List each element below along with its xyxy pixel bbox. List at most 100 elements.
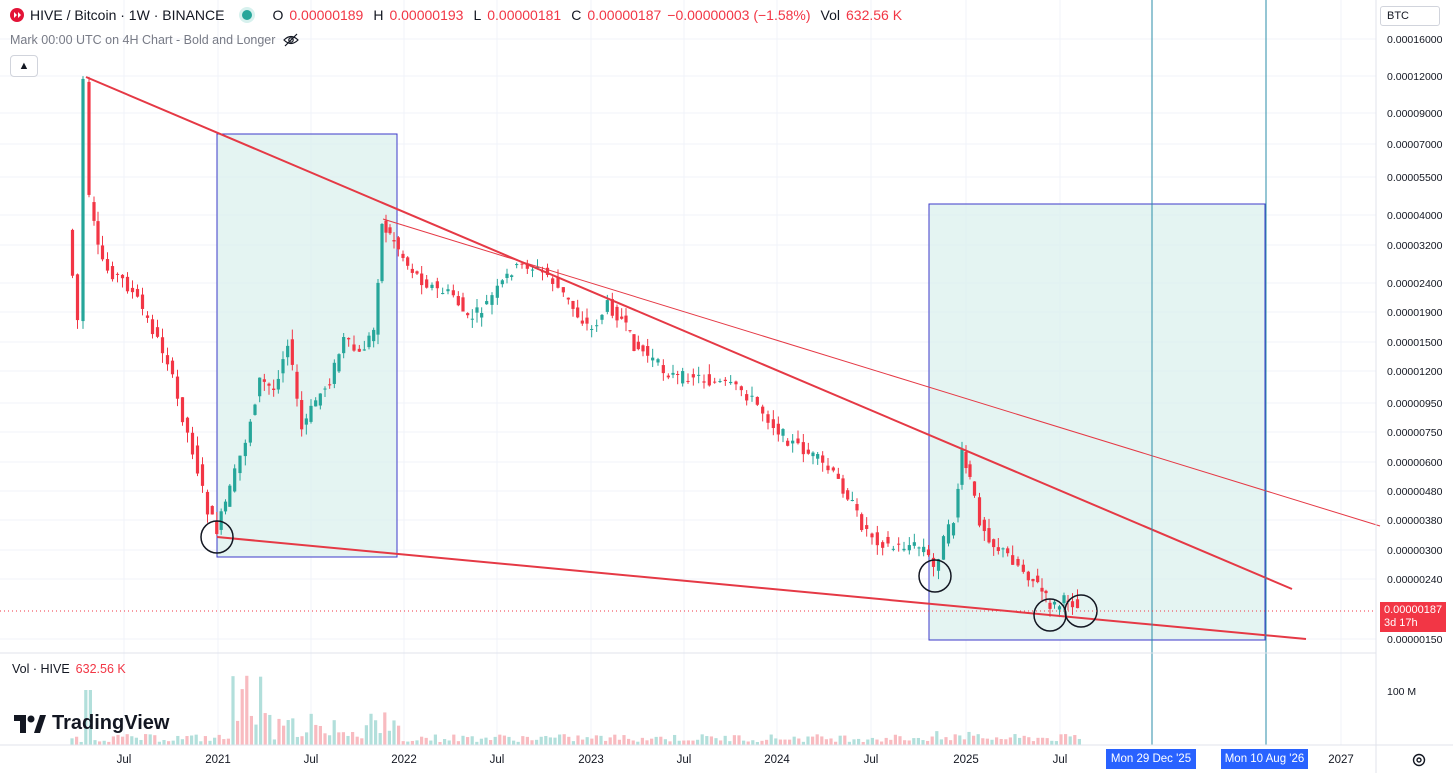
volume-bar [369,713,373,745]
candle-body [120,274,125,279]
candle-body [761,406,765,414]
volume-bar [75,736,79,745]
symbol-title[interactable]: HIVE / Bitcoin · 1W · BINANCE [30,7,225,23]
eye-hidden-icon[interactable] [283,33,300,47]
marker-circle-1[interactable] [200,520,234,554]
hive-logo-icon [10,8,24,22]
price-axis-label: 0.00001500 [1387,337,1443,349]
volume-bar [815,734,819,745]
volume-bar [723,735,727,745]
volume-bar [144,734,148,745]
volume-bar [576,735,580,745]
chart-settings-button[interactable] [1408,749,1430,771]
candle-body [530,269,535,271]
marker-circle-2[interactable] [918,559,952,593]
range-box-2[interactable] [928,203,1266,641]
volume-bar [834,741,838,745]
chevron-up-icon: ▲ [18,60,30,72]
trendline-thin[interactable] [382,218,1381,527]
volume-bar [424,737,428,745]
candle-body [585,317,589,324]
candle-body [996,547,1000,552]
candle-body [435,281,439,289]
volume-bar [130,736,134,745]
candle-body [1021,564,1025,572]
chart-legend: HIVE / Bitcoin · 1W · BINANCE O 0.0000018… [10,7,902,23]
candle-body [87,81,91,195]
volume-bar [783,739,787,745]
volume-bar [939,739,943,745]
candle-body [337,354,341,372]
currency-label: BTC [1387,10,1409,22]
candle-body [891,548,895,550]
volume-bar [516,741,520,745]
candle-body [875,532,879,546]
volume-bar [838,735,842,745]
candle-body [917,547,921,549]
time-axis-label: Jul [304,754,319,766]
candle-body [505,273,509,279]
candle-body [160,337,165,354]
volume-bar [893,734,897,745]
price-axis-label: 0.00000380 [1387,515,1443,527]
candle-body [936,559,941,571]
candle-body [258,377,262,397]
volume-bar [70,738,74,745]
candle-body [992,539,996,548]
volume-legend-label[interactable]: Vol · HIVE [12,662,70,676]
volume-bar [875,739,879,745]
candle-body [490,295,494,305]
volume-bar [194,734,198,745]
candle-body [384,220,388,233]
price-axis-label: 0.00005500 [1387,172,1443,184]
time-axis[interactable]: Jul 2021 Jul 2022 Jul 2023 Jul 2024 Jul 2025 Jul 20… [117,754,1354,766]
candle-body [352,344,356,351]
collapse-legend-button[interactable]: ▲ [10,55,38,77]
date-marker-2[interactable]: Mon 10 Aug '26 [1221,749,1308,769]
price-axis[interactable]: 0.00016000 0.00012000 0.00009000 0.00007000… [1387,34,1443,646]
volume-bar [581,739,585,745]
volume-bar [599,735,603,745]
volume-bar [415,740,419,745]
volume-bar [769,734,773,745]
candle-body [1040,587,1044,592]
volume-bar [686,740,690,745]
volume-bar [185,736,189,745]
time-axis-label: 2025 [953,754,979,766]
indicator-title[interactable]: Mark 00:00 UTC on 4H Chart - Bold and Lo… [10,33,276,47]
candle-body [865,525,869,529]
candle-body [461,297,465,312]
volume-bar [489,740,493,745]
trendline-upper[interactable] [85,76,1293,590]
volume-bar [668,741,672,745]
candle-body [755,396,759,405]
price-axis-label: 0.00004000 [1387,210,1443,222]
range-box-1[interactable] [216,133,398,558]
volume-bar [452,734,456,745]
volume-bar [889,739,893,745]
candle-body [314,400,318,407]
volume-bar [525,736,529,745]
trendline-lower[interactable] [216,536,1307,640]
volume-bar [107,741,111,745]
time-axis-label: 2027 [1328,754,1354,766]
price-axis-label: 0.00016000 [1387,34,1443,46]
time-axis-label: Jul [864,754,879,766]
candle-body [902,548,906,551]
volume-bar [659,736,663,745]
tradingview-logo[interactable]: TradingView [14,712,169,735]
current-price-value: 0.00000187 [1384,604,1443,616]
date-marker-1[interactable]: Mon 29 Dec '25 [1106,749,1196,769]
candle-body [628,330,632,332]
candle-body [367,335,371,348]
volume-bar [949,740,953,745]
candle-body [956,488,960,518]
volume-bar [226,738,230,745]
price-axis-label: 0.00000480 [1387,486,1443,498]
volume-bar [249,715,253,745]
candle-body [605,300,609,312]
currency-selector[interactable]: BTC [1380,6,1440,26]
candle-body [475,307,479,313]
candle-body [195,445,200,474]
